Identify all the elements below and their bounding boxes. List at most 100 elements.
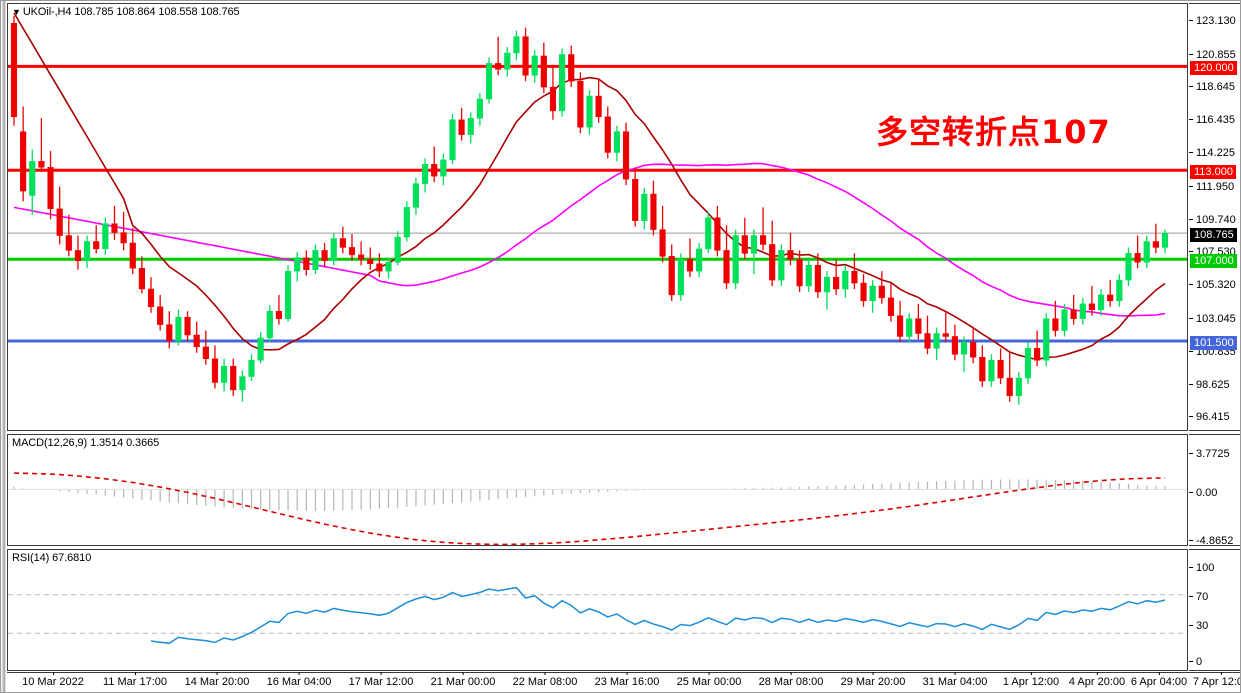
candle-body xyxy=(869,285,876,302)
candle-body xyxy=(440,159,447,177)
candle-body xyxy=(714,217,721,251)
candle-body xyxy=(906,318,913,337)
candle-body xyxy=(814,264,821,293)
price-level-badge[interactable]: 107.000 xyxy=(1190,254,1237,269)
price-tick-label: 111.950 xyxy=(1189,181,1234,192)
candle-body xyxy=(632,178,639,221)
macd-canvas xyxy=(8,472,1187,545)
rsi-tick-label: 30 xyxy=(1189,621,1208,632)
candle-body xyxy=(759,235,767,245)
time-tick-label: 7 Apr 12:00 xyxy=(1193,672,1240,688)
candle-body xyxy=(1024,348,1032,379)
candle-body xyxy=(650,193,657,230)
candle-body xyxy=(120,232,127,244)
candle-body xyxy=(29,161,36,196)
symbol-header: ▼ UKOil-,H4 108.785 108.864 108.558 108.7… xyxy=(12,6,240,18)
moving-average-line xyxy=(13,162,1166,317)
candle-body xyxy=(431,164,438,177)
candle-body xyxy=(239,376,246,391)
candle-body xyxy=(358,254,365,260)
rsi-tick-label: 70 xyxy=(1189,592,1208,603)
candle-body xyxy=(513,36,520,54)
candle-body xyxy=(321,250,328,262)
candle-body xyxy=(641,193,648,221)
candle-body xyxy=(577,80,584,128)
candle-body xyxy=(193,334,200,348)
candle-body xyxy=(303,257,310,270)
candle-body xyxy=(275,311,282,319)
price-tick-label: 107.530 xyxy=(1189,247,1236,258)
candle-body xyxy=(1143,241,1150,263)
candle-body xyxy=(549,86,557,112)
candle-body xyxy=(20,131,27,192)
price-level-badge[interactable]: 101.500 xyxy=(1190,335,1237,350)
candle-body xyxy=(960,342,968,355)
candle-body xyxy=(769,244,776,281)
candle-body xyxy=(1015,377,1022,397)
time-tick-label: 14 Mar 20:00 xyxy=(184,672,250,688)
time-tick-label: 31 Mar 04:00 xyxy=(922,672,988,688)
candle-body xyxy=(924,333,931,349)
candle-body xyxy=(367,259,374,265)
candle-body xyxy=(485,63,493,100)
candle-body xyxy=(568,54,575,82)
time-tick-label: 4 Apr 20:00 xyxy=(1068,672,1126,688)
candle-body xyxy=(887,297,895,316)
candle-body xyxy=(147,288,155,308)
price-tick-label: 96.415 xyxy=(1189,412,1230,423)
candle-body xyxy=(979,357,986,382)
candle-body xyxy=(138,267,145,290)
chart-menu-caret-icon[interactable]: ▼ xyxy=(12,7,21,17)
price-level-badge[interactable]: 108.765 xyxy=(1190,228,1237,243)
candle-body xyxy=(284,270,292,319)
candle-body xyxy=(1161,232,1169,248)
price-level-badge[interactable]: 120.000 xyxy=(1190,61,1237,76)
price-level-badge[interactable]: 113.000 xyxy=(1190,165,1236,180)
price-tick-label: 120.855 xyxy=(1189,49,1236,60)
candle-body xyxy=(595,95,602,118)
candle-body xyxy=(933,333,940,349)
candle-body xyxy=(421,164,429,184)
time-tick-label: 28 Mar 08:00 xyxy=(758,672,824,688)
rsi-axis: 100 70 30 0 xyxy=(1189,549,1240,671)
candle-body xyxy=(257,337,264,361)
macd-panel[interactable]: MACD(12,26,9) 1.3514 0.3665 xyxy=(7,434,1188,546)
candle-body xyxy=(495,63,502,70)
candle-body xyxy=(842,270,849,290)
time-axis[interactable]: 10 Mar 2022 11 Mar 17:00 14 Mar 20:00 16 Ma… xyxy=(7,672,1240,692)
price-tick-label: 103.045 xyxy=(1189,314,1236,325)
price-tick-label: 100.835 xyxy=(1189,346,1236,357)
candle-body xyxy=(330,238,337,262)
rsi-plot xyxy=(8,550,1187,670)
candle-body xyxy=(376,263,383,272)
macd-plot xyxy=(8,435,1187,545)
candle-body xyxy=(1052,318,1059,331)
price-tick-label: 123.130 xyxy=(1189,15,1236,26)
time-tick-label: 6 Apr 04:00 xyxy=(1130,672,1188,688)
time-tick-label: 17 Mar 12:00 xyxy=(348,672,414,688)
price-panel[interactable]: ▼ UKOil-,H4 108.785 108.864 108.558 108.7… xyxy=(7,3,1188,431)
candle-body xyxy=(1107,294,1114,302)
candle-body xyxy=(230,365,237,391)
candle-body xyxy=(294,257,301,272)
macd-axis: 3.7725 0.00 -4.8652 xyxy=(1189,434,1240,547)
candle-body xyxy=(111,223,118,233)
candle-body xyxy=(38,161,45,168)
price-axis[interactable]: 123.130 120.855 118.645 116.435 114.225 111.9… xyxy=(1189,3,1240,431)
candle-body xyxy=(833,276,840,290)
candle-body xyxy=(467,118,474,135)
candle-body xyxy=(540,55,547,88)
candle-body xyxy=(796,259,803,287)
candle-body xyxy=(659,229,666,257)
window-left-gutter xyxy=(1,1,6,692)
price-tick-label: 114.225 xyxy=(1189,148,1235,159)
candle-body xyxy=(705,217,712,250)
candle-body xyxy=(970,342,977,358)
candle-body xyxy=(586,95,593,128)
rsi-panel[interactable]: RSI(14) 67.6810 xyxy=(7,549,1188,671)
candle-body xyxy=(750,235,758,254)
candle-body xyxy=(476,98,483,119)
time-tick-label: 11 Mar 17:00 xyxy=(102,672,168,688)
time-tick-label: 10 Mar 2022 xyxy=(22,672,84,688)
